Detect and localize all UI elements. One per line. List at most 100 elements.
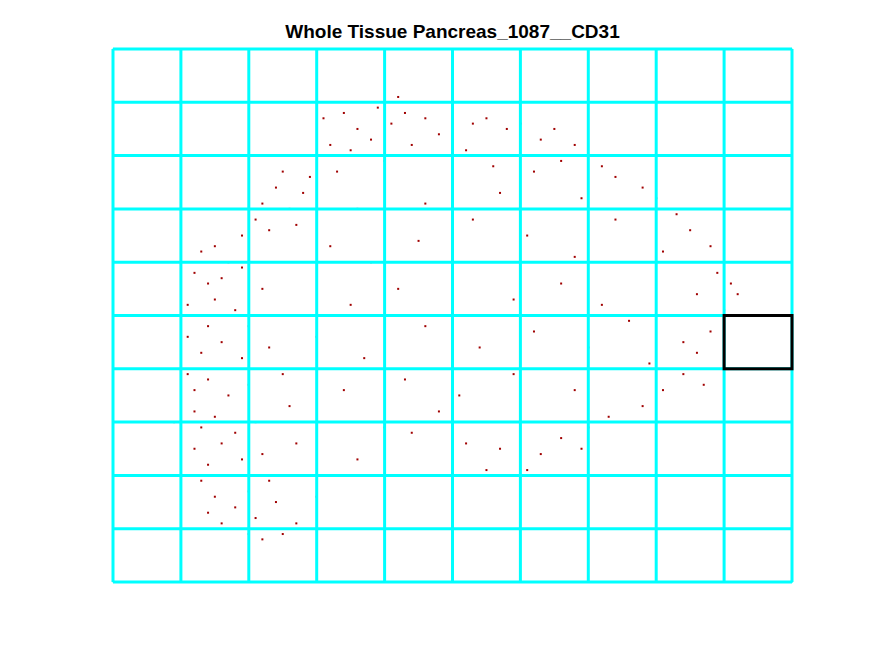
cell-point [282,373,284,375]
cell-point [479,346,481,348]
cell-point [424,117,426,119]
cell-point [200,480,202,482]
cell-point [418,240,420,242]
cell-point [343,389,345,391]
cell-point [363,357,365,359]
cell-point [268,346,270,348]
cell-point [214,245,216,247]
selected-cell [724,316,792,369]
title: Whole Tissue Pancreas_1087__CD31 [285,21,620,42]
cell-point [295,522,297,524]
cell-point [187,304,189,306]
cell-point [207,325,209,327]
cell-point [465,149,467,151]
cell-point [234,432,236,434]
cell-point [499,192,501,194]
cell-point [187,336,189,338]
cell-point [221,277,223,279]
cell-point [662,251,664,253]
cell-point [193,448,195,450]
cell-point [241,357,243,359]
cell-point [275,187,277,189]
cell-point [716,272,718,274]
cell-point [499,448,501,450]
plot-frame [113,49,792,582]
grid-line-y [113,421,792,424]
cell-point [397,288,399,290]
cell-point [214,299,216,301]
cell-point [574,389,576,391]
cell-point [601,304,603,306]
grid-line-y [113,527,792,530]
cell-point [370,139,372,141]
cell-point [200,352,202,354]
cell-point [227,394,229,396]
cell-point [682,373,684,375]
cell-point [295,224,297,226]
cell-point [214,496,216,498]
cell-point [737,293,739,295]
cell-point [696,293,698,295]
cell-point [343,112,345,114]
cell-point [261,288,263,290]
cell-point [642,405,644,407]
cell-point [703,384,705,386]
cell-point [485,469,487,471]
cell-point [581,197,583,199]
cell-point [526,469,528,471]
cell-point [404,378,406,380]
cell-point [207,512,209,514]
cell-point [390,123,392,125]
cell-point [221,442,223,444]
grid [113,49,792,582]
grid-line-y [113,314,792,317]
cell-point [289,405,291,407]
cell-point [642,187,644,189]
grid-line-y [113,101,792,104]
cell-point [200,426,202,428]
cell-point [329,245,331,247]
cell-point [540,139,542,141]
cell-point [241,458,243,460]
cell-point [424,325,426,327]
cell-point [261,538,263,540]
cell-point [282,533,284,535]
cell-point [207,283,209,285]
cell-point [241,235,243,237]
cell-point [513,373,515,375]
cell-point [377,107,379,109]
cell-point [207,378,209,380]
cell-point [458,394,460,396]
grid-line-y [113,367,792,370]
cell-point [506,128,508,130]
grid-line-y [113,261,792,264]
cell-point [356,128,358,130]
cell-point [676,213,678,215]
cell-point [322,117,324,119]
cell-point [513,299,515,301]
cell-point [255,219,257,221]
cell-point [187,373,189,375]
cell-point [682,341,684,343]
cell-point [309,176,311,178]
cell-point [234,506,236,508]
points [173,96,739,540]
cell-point [533,330,535,332]
cell-point [255,517,257,519]
cell-point [411,144,413,146]
cell-point [411,432,413,434]
cell-point [614,176,616,178]
cell-point [207,464,209,466]
cell-point [438,133,440,135]
cell-point [397,96,399,98]
cell-point [608,416,610,418]
cell-point [472,219,474,221]
cell-point [581,448,583,450]
cell-point [710,245,712,247]
cell-point [268,480,270,482]
cell-point [533,171,535,173]
cell-point [350,304,352,306]
chart: Whole Tissue Pancreas_1087__CD31 [0,0,875,656]
cell-point [356,458,358,460]
grid-line-y [113,207,792,210]
